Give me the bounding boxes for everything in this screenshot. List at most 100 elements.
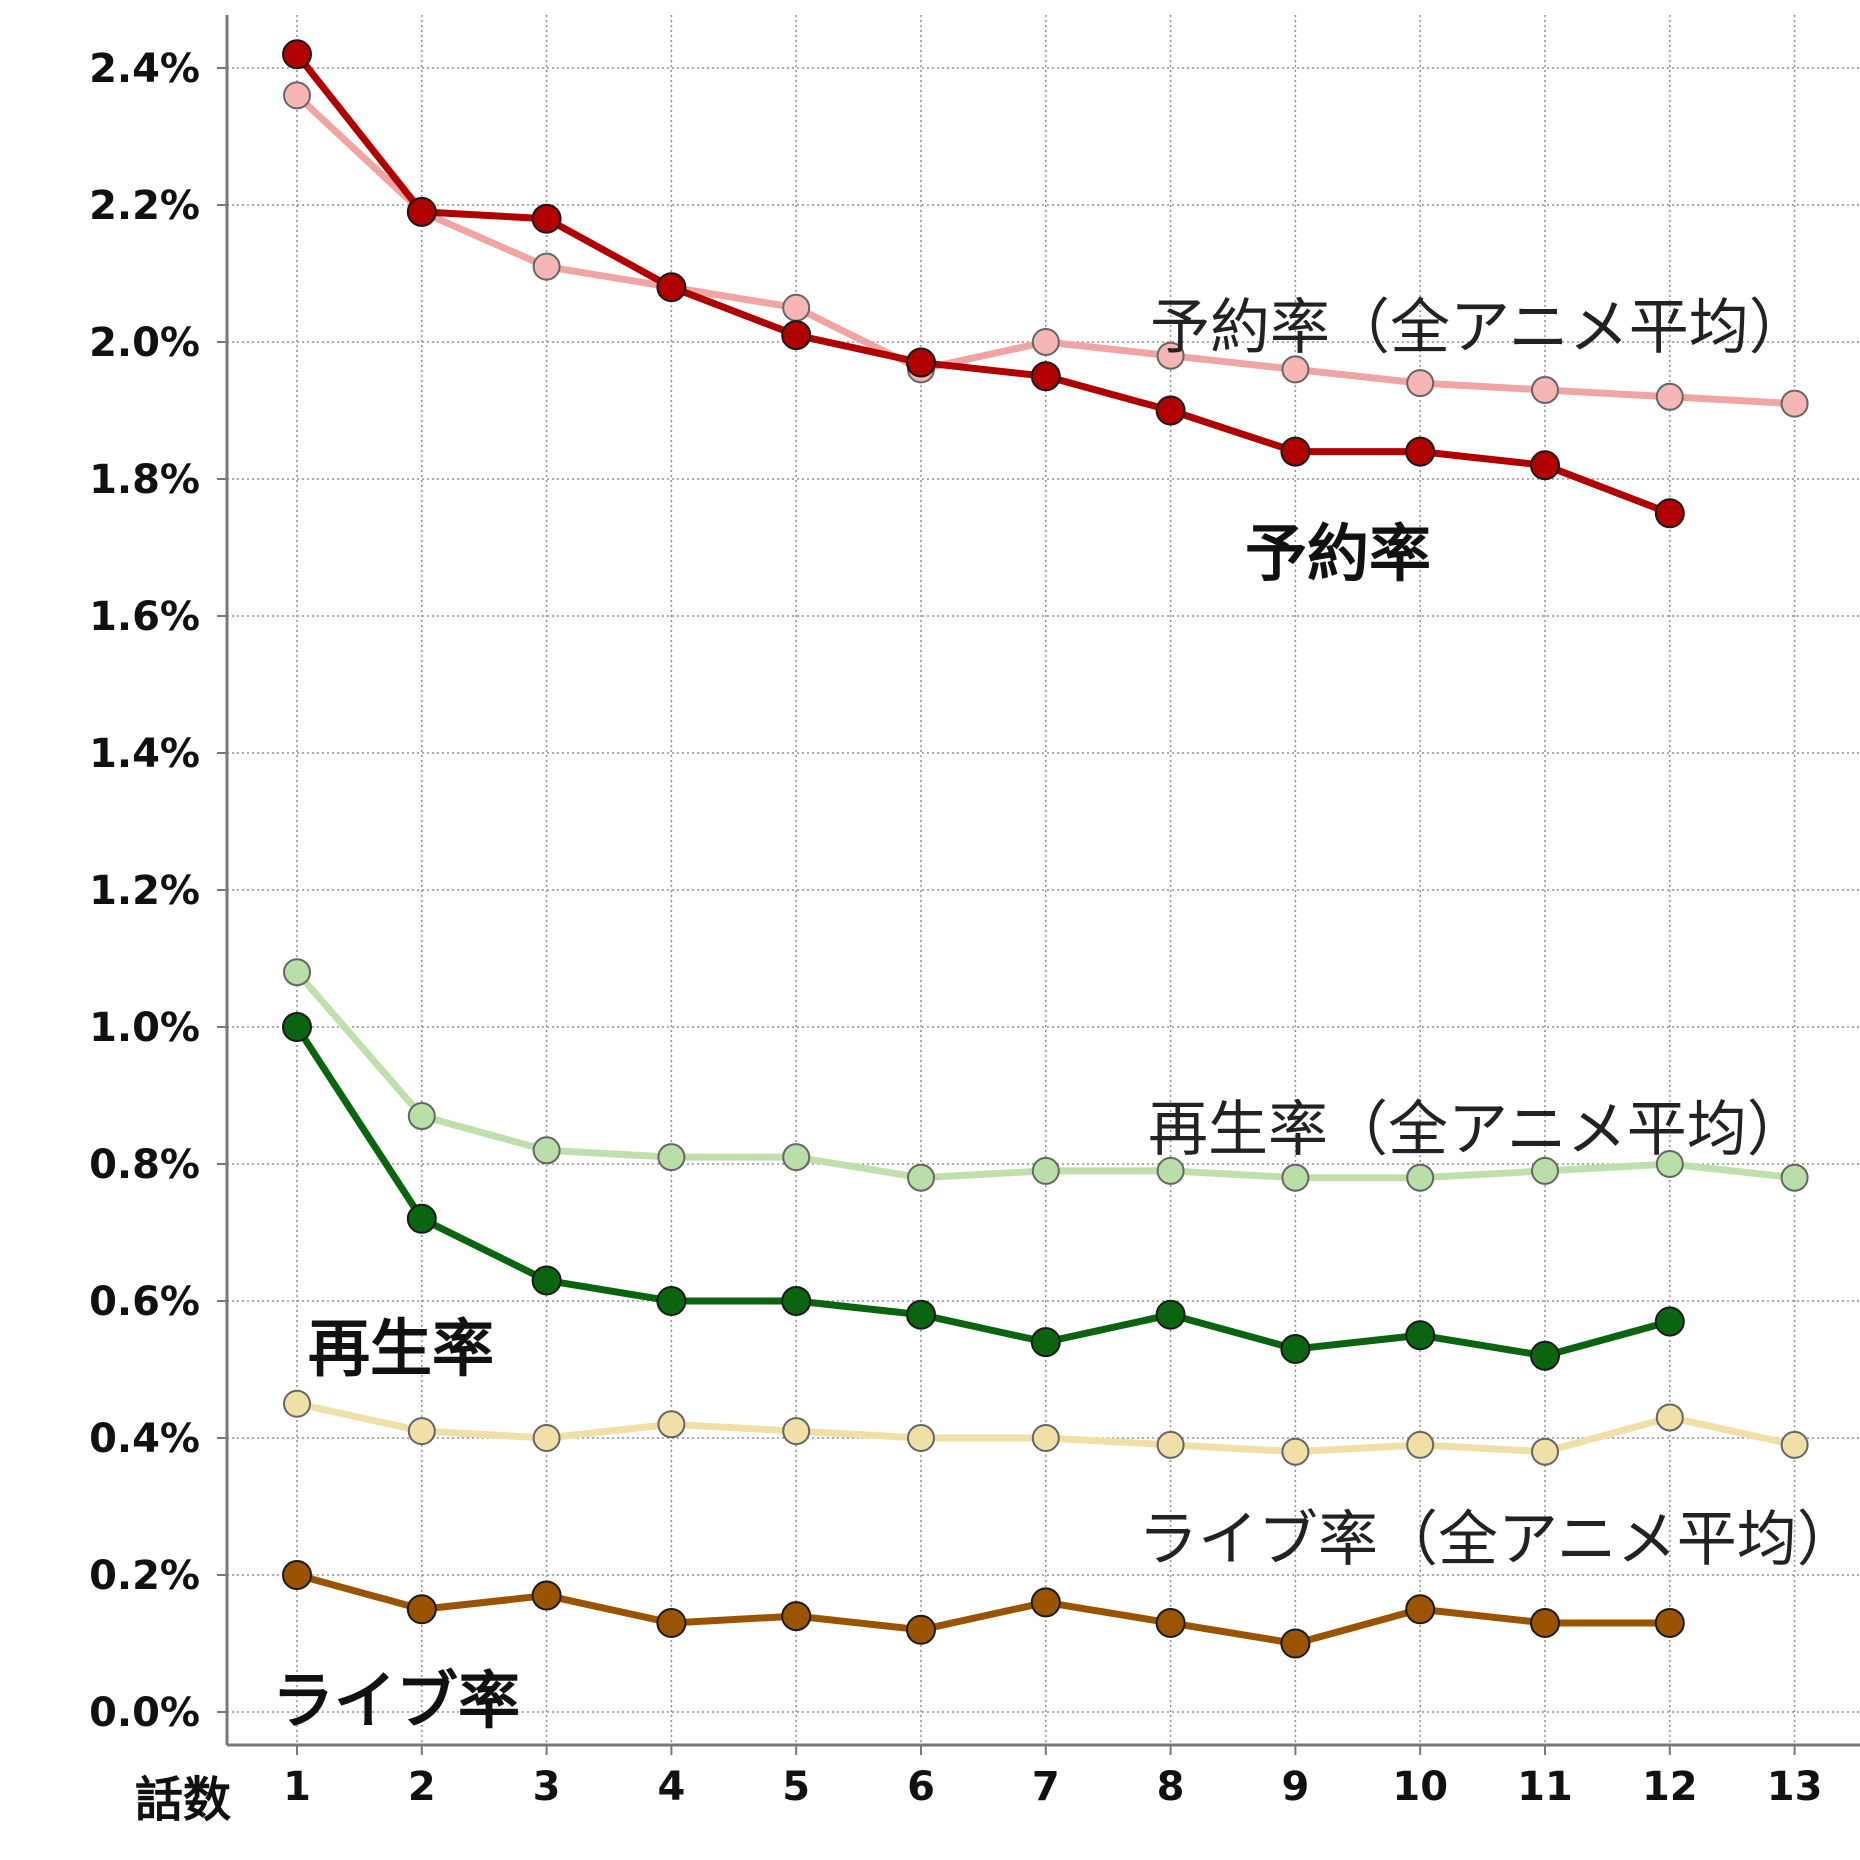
series-label: 再生率 xyxy=(308,1312,494,1385)
grid xyxy=(227,15,1860,1745)
data-point xyxy=(407,1417,436,1446)
data-point xyxy=(282,1560,312,1590)
data-point xyxy=(1530,1340,1560,1371)
data-point xyxy=(1156,341,1185,370)
data-point xyxy=(1531,1437,1559,1466)
data-point xyxy=(656,1607,687,1638)
x-tick-label: 4 xyxy=(657,1764,685,1810)
data-point xyxy=(1655,382,1684,411)
series-line xyxy=(293,1023,1674,1360)
data-point xyxy=(1155,1607,1186,1638)
data-point xyxy=(282,39,312,70)
data-point xyxy=(1155,1299,1186,1330)
data-point xyxy=(531,203,562,234)
data-point xyxy=(1531,375,1559,404)
series-label: ライブ率 xyxy=(272,1664,520,1737)
data-point xyxy=(531,1580,562,1611)
data-point xyxy=(782,1143,811,1172)
series-label: ライブ率（全アニメ平均） xyxy=(1138,1505,1857,1575)
data-point xyxy=(1655,1403,1684,1432)
series-group xyxy=(283,1389,1809,1466)
y-tick-label: 1.0% xyxy=(89,1005,200,1051)
x-tick-label: 6 xyxy=(907,1764,935,1810)
data-point xyxy=(1406,1430,1435,1459)
x-tick-label: 5 xyxy=(782,1764,810,1810)
data-point xyxy=(782,293,811,322)
data-point xyxy=(907,1163,935,1192)
data-point xyxy=(1780,389,1809,418)
data-point xyxy=(906,1614,936,1645)
y-tick-label: 0.0% xyxy=(89,1690,200,1736)
x-tick-label: 3 xyxy=(533,1764,561,1810)
x-tick-label: 1 xyxy=(283,1764,311,1810)
y-tick-label: 1.8% xyxy=(89,457,200,503)
data-point xyxy=(1031,1156,1060,1185)
data-point xyxy=(406,1594,437,1625)
data-point xyxy=(1030,1327,1061,1358)
x-tick-label: 13 xyxy=(1767,1764,1823,1810)
x-tick-label: 8 xyxy=(1157,1764,1185,1810)
data-point xyxy=(1405,1320,1436,1351)
data-point xyxy=(1031,328,1060,356)
y-tick-label: 0.4% xyxy=(89,1416,200,1462)
data-point xyxy=(1530,450,1560,481)
series-label: 再生率（全アニメ平均） xyxy=(1148,1095,1807,1165)
data-point xyxy=(1405,436,1436,467)
data-point xyxy=(1281,1163,1310,1192)
series-group xyxy=(282,39,1685,529)
data-point xyxy=(657,1410,686,1439)
data-point xyxy=(781,1286,812,1316)
data-point xyxy=(1405,1594,1436,1625)
data-point xyxy=(1654,498,1685,529)
x-tick-label: 2 xyxy=(408,1764,436,1810)
data-point xyxy=(1780,1430,1809,1459)
tick-labels: 0.0% 0.2% 0.4% 0.6% 0.8% 1.0% 1.2% 1.4% 1.6% 1.8%… xyxy=(89,46,1822,1810)
data-point xyxy=(282,1012,312,1042)
x-tick-label: 7 xyxy=(1032,1764,1060,1810)
data-point xyxy=(1156,1430,1185,1459)
data-point xyxy=(1281,355,1310,384)
series-line xyxy=(293,1571,1674,1647)
data-point xyxy=(283,958,311,987)
data-point xyxy=(1280,1628,1311,1659)
series xyxy=(282,39,1809,1659)
data-point xyxy=(1281,1437,1310,1466)
data-point xyxy=(1780,1163,1809,1192)
series-group xyxy=(282,1012,1685,1371)
data-point xyxy=(657,1143,686,1172)
data-point xyxy=(781,320,812,351)
data-point xyxy=(1030,361,1061,392)
y-tick-label: 0.6% xyxy=(89,1279,200,1325)
data-point xyxy=(1155,395,1186,426)
data-point xyxy=(1031,1424,1060,1452)
data-point xyxy=(907,1424,935,1452)
data-point xyxy=(1406,1163,1435,1192)
x-tick-label: 10 xyxy=(1392,1764,1448,1810)
data-point xyxy=(1280,1333,1311,1364)
x-tick-label: 11 xyxy=(1517,1764,1573,1810)
data-point xyxy=(1156,1156,1185,1185)
data-point xyxy=(1280,436,1311,467)
data-point xyxy=(406,1203,437,1234)
axes xyxy=(217,15,1860,1755)
y-tick-label: 1.2% xyxy=(89,868,200,914)
y-tick-label: 2.4% xyxy=(89,46,200,92)
data-point xyxy=(1030,1587,1061,1618)
series-label: 予約率 xyxy=(1245,517,1431,590)
data-point xyxy=(781,1601,812,1632)
y-tick-label: 2.2% xyxy=(89,183,200,229)
data-point xyxy=(532,1424,561,1452)
data-point xyxy=(532,252,561,281)
series-group xyxy=(283,958,1809,1192)
y-tick-label: 1.4% xyxy=(89,731,200,777)
data-point xyxy=(1531,1156,1559,1185)
data-point xyxy=(406,196,437,227)
data-point xyxy=(906,1299,936,1330)
data-point xyxy=(1654,1306,1685,1337)
series-line xyxy=(293,50,1674,517)
series-group xyxy=(282,1560,1685,1659)
x-axis-title: 話数 xyxy=(135,1772,231,1828)
data-point xyxy=(1655,1150,1684,1178)
data-point xyxy=(283,1389,311,1418)
data-point xyxy=(532,1136,561,1165)
